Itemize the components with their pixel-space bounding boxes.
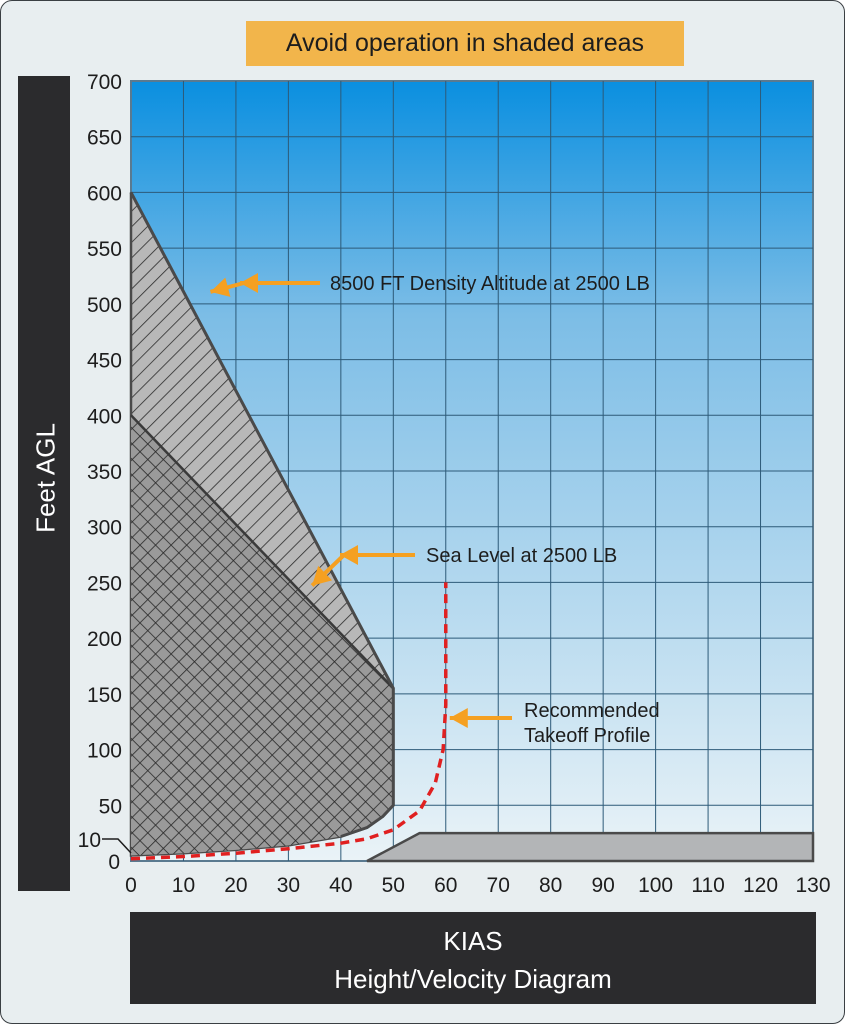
y-tick-label: 600: [87, 182, 122, 205]
y-tick-label: 150: [87, 684, 122, 707]
x-axis-label-panel: KIAS Height/Velocity Diagram: [130, 912, 816, 1004]
y-tick-label: 400: [87, 405, 122, 428]
x-tick-label: 80: [539, 874, 562, 897]
annotation-8500ft-label: 8500 FT Density Altitude at 2500 LB: [330, 273, 650, 295]
takeoff-profile-line: [130, 582, 448, 861]
annotation-sea-level-arrow-head: [340, 545, 358, 565]
annotation-takeoff-label-2: Takeoff Profile: [524, 725, 650, 747]
x-tick-label: 50: [382, 874, 405, 897]
y-tick-label: 50: [99, 795, 122, 818]
x-tick-label: 130: [795, 874, 830, 897]
annotation-takeoff-label-1: Recommended: [524, 700, 660, 722]
x-tick-label: 0: [125, 874, 137, 897]
y-tick-label: 250: [87, 572, 122, 595]
x-tick-label: 10: [172, 874, 195, 897]
x-tick-label: 110: [691, 874, 724, 897]
x-tick-label: 90: [591, 874, 614, 897]
x-tick-label: 20: [224, 874, 247, 897]
8500ft-boundary-line: [129, 191, 395, 838]
y-tick-label: 650: [87, 127, 122, 150]
x-tick-label: 40: [329, 874, 352, 897]
avoid-region-high-speed: [366, 831, 815, 863]
y-tick-label: 300: [87, 517, 122, 540]
annotation-sea-level-label: Sea Level at 2500 LB: [426, 545, 617, 567]
x-tick-label: 100: [638, 874, 673, 897]
y-tick-label: 500: [87, 294, 122, 317]
x-tick-label: 120: [743, 874, 778, 897]
y-tick-label: 0: [108, 851, 120, 874]
y-tick-label: 100: [87, 740, 122, 763]
y-tick-label: 350: [87, 461, 122, 484]
y-tick-leader: [102, 838, 132, 854]
sea-level-boundary-line: [130, 414, 395, 690]
annotation-sea-level-arrow-tip-head: [312, 565, 333, 586]
y-tick-label: 10: [78, 829, 101, 852]
y-tick-label: 550: [87, 238, 122, 261]
x-tick-label: 70: [487, 874, 510, 897]
annotation-takeoff-arrow-head: [449, 708, 468, 728]
y-tick-label: 200: [87, 628, 122, 651]
annotation-8500ft-arrow-head: [240, 273, 258, 293]
annotation-8500ft-arrow-tip-head: [210, 277, 231, 297]
y-tick-label: 700: [87, 71, 122, 94]
y-tick-label: 450: [87, 350, 122, 373]
x-tick-label: 30: [277, 874, 300, 897]
y-axis-label-bar: [18, 76, 70, 891]
x-axis-label: KIAS: [443, 926, 503, 956]
warning-banner: Avoid operation in shaded areas: [246, 21, 684, 66]
chart-title: Height/Velocity Diagram: [334, 964, 612, 994]
avoid-region-sea-level: [131, 415, 394, 856]
warning-banner-text: Avoid operation in shaded areas: [285, 29, 645, 57]
x-tick-label: 60: [434, 874, 457, 897]
